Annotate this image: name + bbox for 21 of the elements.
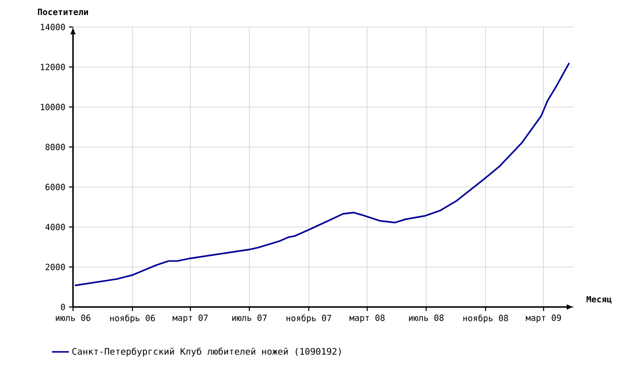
x-tick-label: март 09 <box>526 314 561 323</box>
x-tick-label: июль 07 <box>232 314 267 321</box>
x-tick-label: март 08 <box>350 314 385 323</box>
x-axis-title: Месяц <box>586 296 612 304</box>
y-tick-label: 0 <box>60 304 65 310</box>
line-series <box>74 62 570 286</box>
x-tick-label: ноябрь 08 <box>463 314 508 323</box>
x-tick-label: июль 06 <box>56 314 90 321</box>
y-tick-label: 4000 <box>45 224 65 230</box>
y-tick-label: 10000 <box>40 104 65 110</box>
y-tick-label: 2000 <box>46 264 65 270</box>
y-tick-label: 6000 <box>46 184 65 190</box>
y-tick-label: 8000 <box>46 144 65 150</box>
legend-label: Санкт-Петербургский Клуб любителей ножей (1090192) <box>72 348 341 357</box>
y-tick-label: 12000 <box>40 64 65 70</box>
x-tick-label: июль 08 <box>409 314 444 321</box>
x-tick-label: март 07 <box>172 314 208 323</box>
x-tick-label: ноябрь 06 <box>110 314 155 323</box>
x-tick-label: ноябрь 07 <box>286 314 332 323</box>
y-axis-title: Посетители <box>38 8 88 16</box>
y-tick-label: 14000 <box>40 24 65 30</box>
